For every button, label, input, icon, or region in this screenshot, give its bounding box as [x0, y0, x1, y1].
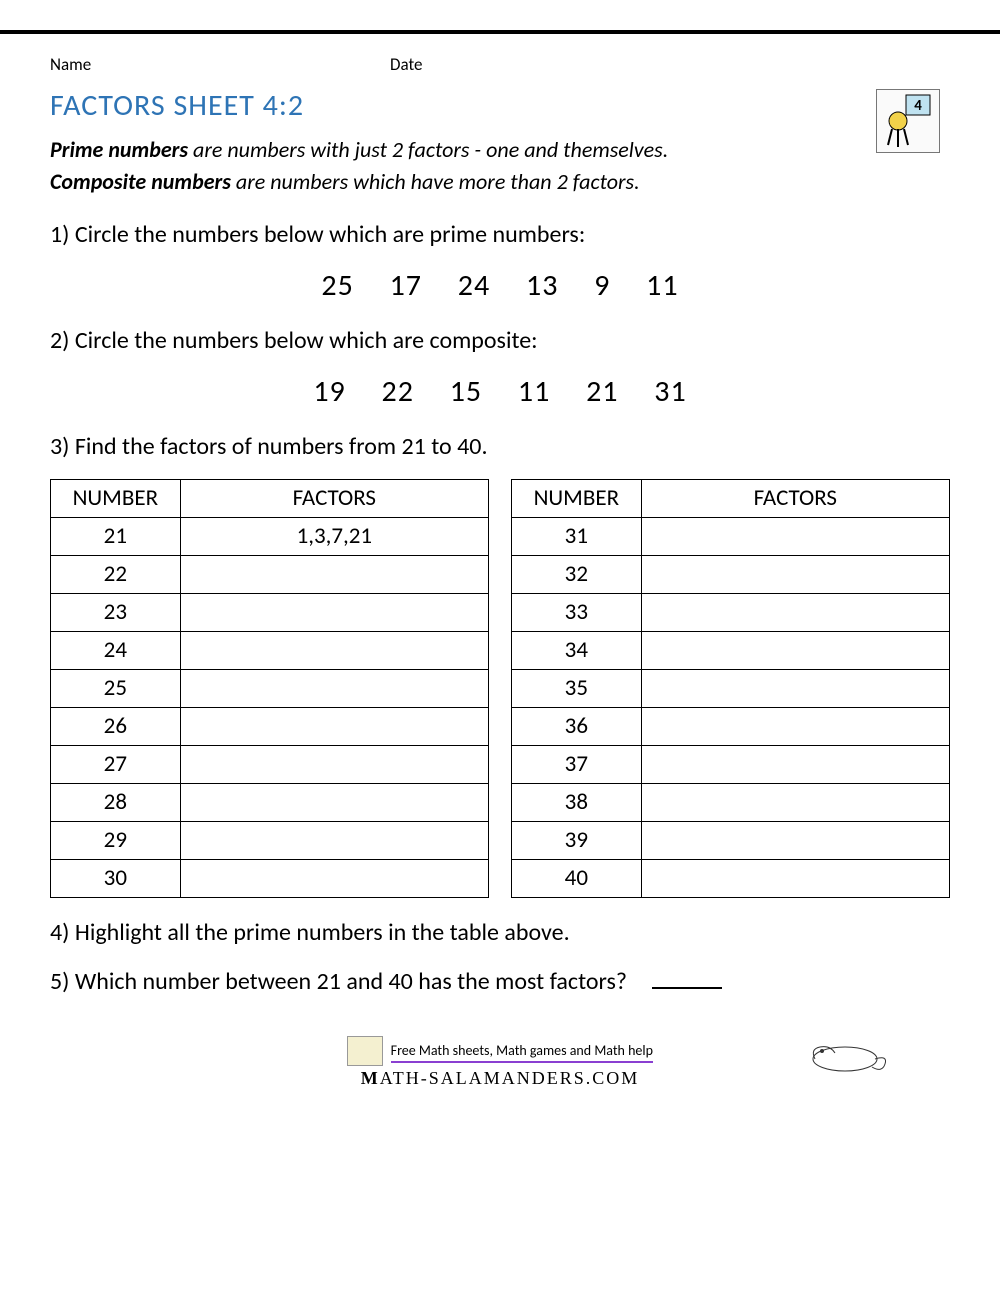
factors-cell[interactable] [180, 783, 488, 821]
number-cell: 28 [51, 783, 181, 821]
number-cell: 25 [51, 669, 181, 707]
number-cell: 30 [51, 859, 181, 897]
table-row: 22 [51, 555, 489, 593]
date-label: Date [390, 54, 422, 75]
table-row: 37 [512, 745, 950, 783]
number-cell: 31 [512, 517, 642, 555]
table-row: 31 [512, 517, 950, 555]
number-cell: 37 [512, 745, 642, 783]
factors-cell[interactable] [641, 745, 949, 783]
table-row: 28 [51, 783, 489, 821]
number-cell: 21 [51, 517, 181, 555]
factors-cell[interactable] [180, 555, 488, 593]
factors-cell[interactable] [180, 859, 488, 897]
factors-cell[interactable] [641, 631, 949, 669]
col-header-number: NUMBER [51, 479, 181, 517]
question-2: 2) Circle the numbers below which are co… [50, 326, 950, 355]
number-cell: 29 [51, 821, 181, 859]
number-cell: 38 [512, 783, 642, 821]
worksheet-title: FACTORS SHEET 4:2 [50, 87, 950, 124]
factors-cell[interactable] [180, 707, 488, 745]
col-header-number: NUMBER [512, 479, 642, 517]
number-cell: 39 [512, 821, 642, 859]
number-cell: 27 [51, 745, 181, 783]
factors-cell[interactable] [180, 593, 488, 631]
number-cell: 35 [512, 669, 642, 707]
number-cell: 36 [512, 707, 642, 745]
factors-cell[interactable]: 1,3,7,21 [180, 517, 488, 555]
factors-cell[interactable] [641, 669, 949, 707]
prime-term: Prime numbers [50, 136, 188, 163]
table-row: 30 [51, 859, 489, 897]
factors-cell[interactable] [641, 821, 949, 859]
salamander-icon [800, 1029, 890, 1089]
prime-def: are numbers with just 2 factors - one an… [188, 136, 668, 163]
question-4: 4) Highlight all the prime numbers in th… [50, 918, 950, 947]
col-header-factors: FACTORS [180, 479, 488, 517]
number-cell: 34 [512, 631, 642, 669]
col-header-factors: FACTORS [641, 479, 949, 517]
factors-cell[interactable] [641, 555, 949, 593]
footer: Free Math sheets, Math games and Math he… [50, 1036, 950, 1089]
footer-tagline: Free Math sheets, Math games and Math he… [391, 1042, 653, 1063]
table-row: 211,3,7,21 [51, 517, 489, 555]
header-row: Name Date [50, 54, 950, 75]
factors-tables: NUMBER FACTORS 211,3,7,21222324252627282… [50, 479, 950, 898]
number-cell: 32 [512, 555, 642, 593]
number-cell: 33 [512, 593, 642, 631]
factors-cell[interactable] [641, 783, 949, 821]
question-5: 5) Which number between 21 and 40 has th… [50, 967, 950, 996]
question-3: 3) Find the factors of numbers from 21 t… [50, 432, 950, 461]
grade-logo: 4 [876, 89, 940, 153]
table-row: 25 [51, 669, 489, 707]
table-row: 36 [512, 707, 950, 745]
factors-cell[interactable] [641, 707, 949, 745]
footer-logo-icon [347, 1036, 383, 1066]
table-row: 33 [512, 593, 950, 631]
table-row: 35 [512, 669, 950, 707]
composite-def: are numbers which have more than 2 facto… [231, 168, 640, 195]
svg-text:4: 4 [914, 97, 922, 115]
table-row: 23 [51, 593, 489, 631]
number-cell: 23 [51, 593, 181, 631]
factors-table-left: NUMBER FACTORS 211,3,7,21222324252627282… [50, 479, 489, 898]
composite-term: Composite numbers [50, 168, 231, 195]
factors-table-right: NUMBER FACTORS 31323334353637383940 [511, 479, 950, 898]
factors-cell[interactable] [180, 821, 488, 859]
factors-cell[interactable] [180, 745, 488, 783]
factors-cell[interactable] [641, 517, 949, 555]
factors-cell[interactable] [180, 631, 488, 669]
q5-text: 5) Which number between 21 and 40 has th… [50, 967, 627, 996]
table-row: 27 [51, 745, 489, 783]
table-row: 40 [512, 859, 950, 897]
number-cell: 40 [512, 859, 642, 897]
table-row: 34 [512, 631, 950, 669]
factors-cell[interactable] [180, 669, 488, 707]
q5-answer-blank[interactable] [652, 987, 722, 989]
q2-numbers: 19 22 15 11 21 31 [50, 373, 950, 410]
table-row: 24 [51, 631, 489, 669]
question-1: 1) Circle the numbers below which are pr… [50, 220, 950, 249]
number-cell: 26 [51, 707, 181, 745]
q1-numbers: 25 17 24 13 9 11 [50, 267, 950, 304]
factors-cell[interactable] [641, 593, 949, 631]
name-label: Name [50, 54, 390, 75]
factors-cell[interactable] [641, 859, 949, 897]
table-row: 32 [512, 555, 950, 593]
table-row: 26 [51, 707, 489, 745]
table-row: 39 [512, 821, 950, 859]
table-row: 38 [512, 783, 950, 821]
number-cell: 24 [51, 631, 181, 669]
table-row: 29 [51, 821, 489, 859]
number-cell: 22 [51, 555, 181, 593]
intro-text: Prime numbers are numbers with just 2 fa… [50, 134, 950, 198]
